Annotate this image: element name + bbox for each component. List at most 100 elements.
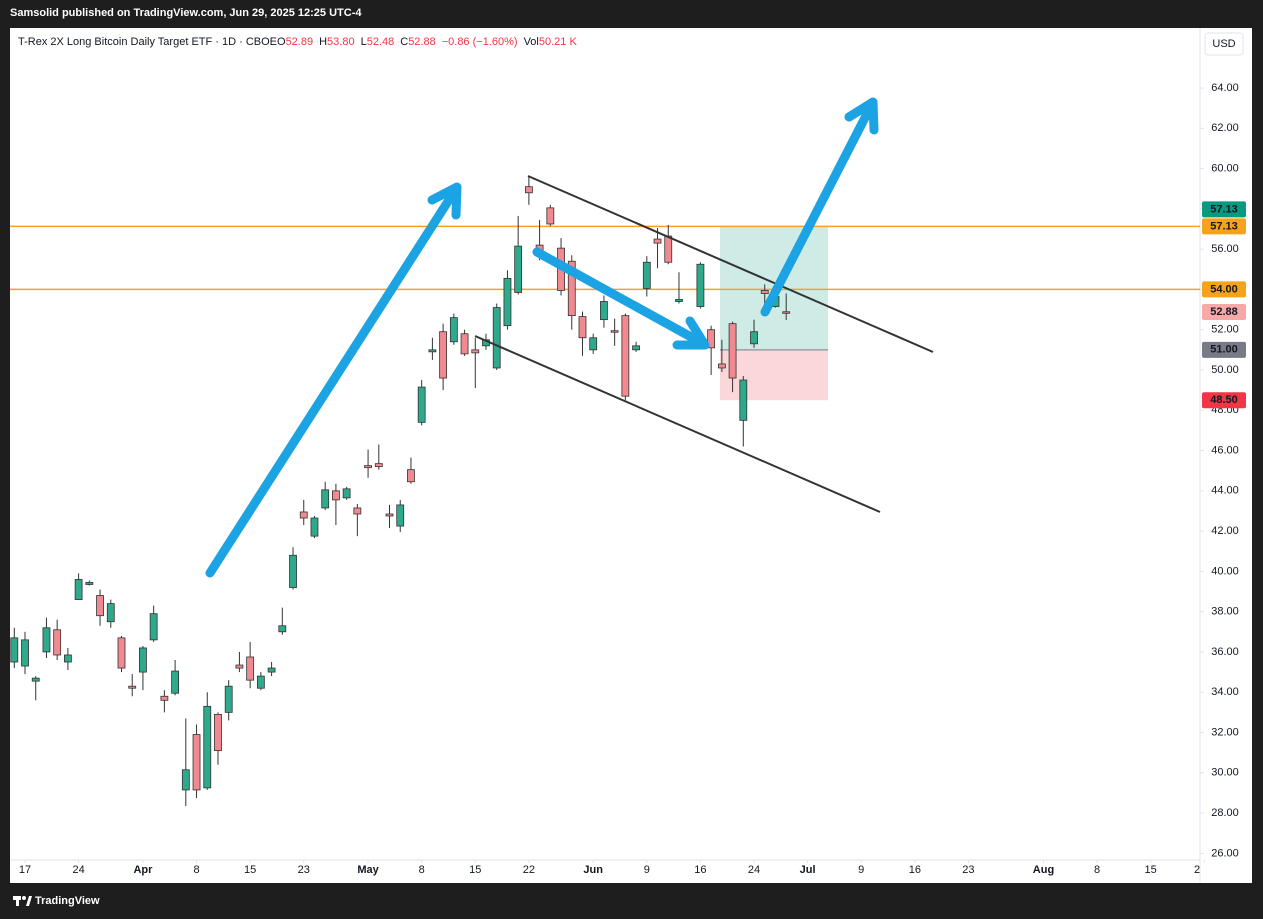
candle-body bbox=[267, 667, 276, 673]
target-badge bbox=[1202, 201, 1246, 218]
arrow bbox=[532, 247, 707, 348]
candle-body bbox=[364, 465, 372, 469]
logo-part bbox=[26, 896, 32, 906]
candle-body bbox=[74, 579, 83, 600]
arrows bbox=[205, 97, 879, 578]
candle-body bbox=[385, 513, 394, 517]
candle-body bbox=[396, 504, 405, 527]
x-tick-label: 16 bbox=[694, 864, 706, 876]
logo-part bbox=[22, 896, 26, 900]
legend-value: 50.21 K bbox=[539, 36, 578, 48]
candle-body bbox=[256, 675, 265, 689]
last-price-badge bbox=[1202, 303, 1246, 320]
candle-body bbox=[696, 263, 705, 307]
candle-body bbox=[63, 654, 72, 663]
candle-body bbox=[246, 656, 255, 681]
candle-body bbox=[10, 637, 19, 663]
x-tick-label: 24 bbox=[72, 864, 84, 876]
entry-badge bbox=[1202, 341, 1246, 358]
candle-body bbox=[546, 207, 555, 225]
y-tick-label: 26.00 bbox=[1211, 847, 1239, 859]
legend-value: 52.88 bbox=[408, 36, 436, 48]
candle-body bbox=[589, 337, 598, 351]
candle-body bbox=[117, 637, 126, 669]
candle-body bbox=[524, 186, 533, 194]
entry-badge-label: 51.00 bbox=[1210, 344, 1238, 356]
candle-body bbox=[439, 331, 448, 379]
currency[interactable]: USD bbox=[1212, 38, 1235, 50]
arrow-head bbox=[427, 182, 462, 220]
x-tick-label: 23 bbox=[962, 864, 974, 876]
x-tick-label: 15 bbox=[1145, 864, 1157, 876]
plot bbox=[10, 175, 1200, 807]
y-tick-label: 28.00 bbox=[1211, 807, 1239, 819]
x-tick-label: May bbox=[357, 864, 379, 876]
candle-body bbox=[299, 511, 308, 519]
x-tick-label: 8 bbox=[1094, 864, 1100, 876]
x-tick-label: Jul bbox=[800, 864, 816, 876]
candle-body bbox=[21, 639, 29, 667]
legend-key: L bbox=[361, 36, 367, 48]
x-tick-label: 9 bbox=[858, 864, 864, 876]
candle-body bbox=[782, 311, 791, 314]
y-tick-label: 30.00 bbox=[1211, 767, 1239, 779]
candle-body bbox=[707, 329, 716, 349]
y-tick-label: 32.00 bbox=[1211, 726, 1239, 738]
candle-body bbox=[289, 554, 297, 588]
legend-key: O bbox=[277, 36, 286, 48]
x-tick-label: 24 bbox=[748, 864, 760, 876]
candle-body bbox=[449, 317, 458, 343]
y-tick-label: 40.00 bbox=[1211, 565, 1239, 577]
x-tick-label: 8 bbox=[419, 864, 425, 876]
candle-body bbox=[171, 670, 179, 694]
candle-body bbox=[31, 677, 40, 682]
legend: T-Rex 2X Long Bitcoin Daily Target ETF ·… bbox=[18, 36, 577, 48]
level-badge bbox=[1202, 281, 1246, 298]
drawings bbox=[205, 97, 934, 578]
level-badge-label: 54.00 bbox=[1210, 283, 1238, 295]
candle-body bbox=[374, 463, 383, 468]
y-tick-label: 60.00 bbox=[1211, 162, 1239, 174]
level-badge bbox=[1202, 218, 1246, 235]
candle-body bbox=[149, 613, 158, 641]
currency-button[interactable] bbox=[1204, 32, 1244, 56]
candle-body bbox=[664, 235, 673, 263]
candle-body bbox=[139, 647, 147, 673]
candle-body bbox=[610, 330, 619, 333]
candle-body bbox=[96, 595, 104, 617]
candle-body bbox=[353, 507, 362, 515]
y-tick-label: 52.00 bbox=[1211, 324, 1239, 336]
level-badge-label: 57.13 bbox=[1210, 220, 1238, 232]
candle-body bbox=[106, 603, 115, 623]
y-tick-label: 62.00 bbox=[1211, 122, 1239, 134]
stop-badge bbox=[1202, 392, 1246, 409]
candle-body bbox=[417, 386, 426, 423]
candle-body bbox=[160, 695, 169, 701]
candle-body bbox=[53, 629, 62, 656]
candle-body bbox=[621, 315, 630, 397]
y-tick-label: 50.00 bbox=[1211, 364, 1239, 376]
candle-body bbox=[321, 489, 330, 509]
x-tick-label: 23 bbox=[298, 864, 310, 876]
x-tick-label: 8 bbox=[193, 864, 199, 876]
candle-body bbox=[224, 685, 233, 713]
candle-body bbox=[632, 345, 640, 351]
legend-key: C bbox=[400, 36, 408, 48]
last-price-badge-label: 52.88 bbox=[1210, 306, 1238, 318]
candle-body bbox=[203, 705, 212, 789]
symbol: T-Rex 2X Long Bitcoin Daily Target ETF ·… bbox=[18, 36, 277, 48]
candle-body bbox=[567, 260, 576, 317]
candle-body bbox=[192, 734, 201, 791]
y-tick-label: 64.00 bbox=[1211, 82, 1239, 94]
candle-body bbox=[600, 301, 608, 321]
candle-body bbox=[181, 769, 190, 791]
candle-body bbox=[460, 333, 469, 355]
candle-body bbox=[310, 517, 319, 537]
legend-key: Vol bbox=[524, 36, 539, 48]
candle-body bbox=[578, 316, 587, 339]
candle-body bbox=[503, 277, 512, 327]
y-tick-label: 38.00 bbox=[1211, 606, 1239, 618]
target-badge-label: 57.13 bbox=[1210, 203, 1238, 215]
x-tick-label: Aug bbox=[1033, 864, 1054, 876]
